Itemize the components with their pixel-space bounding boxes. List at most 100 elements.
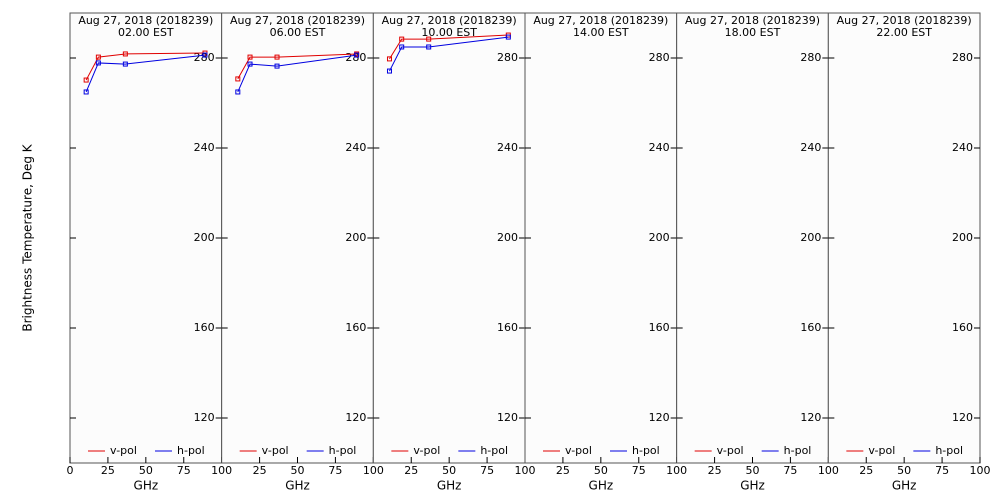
- y-tick-label: 200: [497, 231, 518, 244]
- y-tick-label: 240: [649, 141, 670, 154]
- y-tick-label: 200: [345, 231, 366, 244]
- legend-label: v-pol: [717, 444, 744, 457]
- data-point: [247, 61, 253, 67]
- panel-title: Aug 27, 2018 (2018239): [230, 14, 365, 27]
- y-tick-label: 120: [345, 411, 366, 424]
- data-point: [399, 36, 405, 42]
- data-point: [83, 77, 89, 83]
- x-tick-label: 75: [480, 464, 494, 477]
- panel-frame: [827, 12, 981, 464]
- panel-subtitle: 02.00 EST: [118, 26, 174, 39]
- panel-title: Aug 27, 2018 (2018239): [685, 14, 820, 27]
- series-line: [389, 34, 509, 60]
- y-tick-label: 160: [952, 321, 973, 334]
- legend-label: v-pol: [262, 444, 289, 457]
- legend-label: v-pol: [565, 444, 592, 457]
- series-line: [85, 54, 206, 93]
- x-tick-label: 50: [594, 464, 608, 477]
- x-tick-label: 0: [67, 464, 74, 477]
- x-tick-label: 100: [363, 464, 384, 477]
- data-point: [202, 52, 208, 58]
- series-line: [237, 53, 357, 80]
- y-tick-label: 160: [194, 321, 215, 334]
- x-tick-label: 75: [328, 464, 342, 477]
- x-axis-label: GHz: [892, 479, 917, 493]
- y-tick-label: 160: [800, 321, 821, 334]
- x-tick-label: 50: [897, 464, 911, 477]
- panel-subtitle: 06.00 EST: [270, 26, 326, 39]
- x-axis-label: GHz: [740, 479, 765, 493]
- x-tick-label: 100: [515, 464, 536, 477]
- data-point: [122, 51, 128, 57]
- x-tick-label: 75: [177, 464, 191, 477]
- y-tick-label: 120: [194, 411, 215, 424]
- panel-title: Aug 27, 2018 (2018239): [78, 14, 213, 27]
- y-tick-label: 160: [497, 321, 518, 334]
- x-axis-label: GHz: [437, 479, 462, 493]
- data-point: [274, 63, 280, 69]
- y-tick-label: 120: [649, 411, 670, 424]
- y-tick-label: 160: [345, 321, 366, 334]
- panel-subtitle: 10.00 EST: [421, 26, 477, 39]
- x-tick-label: 100: [818, 464, 839, 477]
- x-tick-label: 50: [291, 464, 305, 477]
- panel-frame: [221, 12, 374, 464]
- x-tick-label: 50: [746, 464, 760, 477]
- legend-label: v-pol: [110, 444, 137, 457]
- panel-frame: [524, 12, 678, 464]
- y-tick-label: 200: [194, 231, 215, 244]
- y-tick-label: 200: [952, 231, 973, 244]
- x-tick-label: 50: [139, 464, 153, 477]
- data-point: [399, 44, 405, 50]
- data-point: [386, 56, 392, 62]
- data-point: [426, 44, 432, 50]
- data-point: [386, 68, 392, 74]
- x-tick-label: 100: [970, 464, 991, 477]
- legend-label: h-pol: [329, 444, 357, 457]
- x-tick-label: 75: [632, 464, 646, 477]
- data-point: [235, 76, 241, 82]
- panel-subtitle: 14.00 EST: [573, 26, 629, 39]
- x-tick-label: 25: [101, 464, 115, 477]
- legend-label: h-pol: [935, 444, 963, 457]
- y-tick-label: 280: [800, 51, 821, 64]
- series-line: [389, 36, 509, 72]
- y-tick-label: 280: [952, 51, 973, 64]
- x-axis-label: GHz: [589, 479, 614, 493]
- panel-subtitle: 18.00 EST: [725, 26, 781, 39]
- panel-frame: [372, 12, 526, 464]
- legend-label: v-pol: [413, 444, 440, 457]
- data-point: [274, 54, 280, 60]
- data-point: [235, 89, 241, 95]
- x-tick-label: 25: [859, 464, 873, 477]
- data-point: [505, 34, 511, 40]
- y-tick-label: 240: [345, 141, 366, 154]
- series-line: [237, 54, 357, 93]
- data-point: [95, 60, 101, 66]
- panel-title: Aug 27, 2018 (2018239): [382, 14, 517, 27]
- legend-label: h-pol: [632, 444, 660, 457]
- panel-title: Aug 27, 2018 (2018239): [533, 14, 668, 27]
- y-tick-label: 240: [800, 141, 821, 154]
- y-tick-label: 240: [194, 141, 215, 154]
- panel-frame: [69, 12, 223, 464]
- data-point: [122, 61, 128, 67]
- x-tick-label: 25: [708, 464, 722, 477]
- x-axis-label: GHz: [134, 479, 159, 493]
- y-tick-label: 200: [649, 231, 670, 244]
- x-axis-label: GHz: [285, 479, 310, 493]
- x-tick-label: 25: [253, 464, 267, 477]
- y-tick-label: 200: [800, 231, 821, 244]
- y-tick-label: 280: [649, 51, 670, 64]
- series-line: [85, 52, 205, 81]
- data-point: [95, 54, 101, 60]
- legend-label: h-pol: [177, 444, 205, 457]
- x-tick-label: 100: [666, 464, 687, 477]
- panel-title: Aug 27, 2018 (2018239): [837, 14, 972, 27]
- y-tick-label: 120: [497, 411, 518, 424]
- x-tick-label: 75: [783, 464, 797, 477]
- y-tick-label: 160: [649, 321, 670, 334]
- y-tick-label: 280: [497, 51, 518, 64]
- y-tick-label: 120: [800, 411, 821, 424]
